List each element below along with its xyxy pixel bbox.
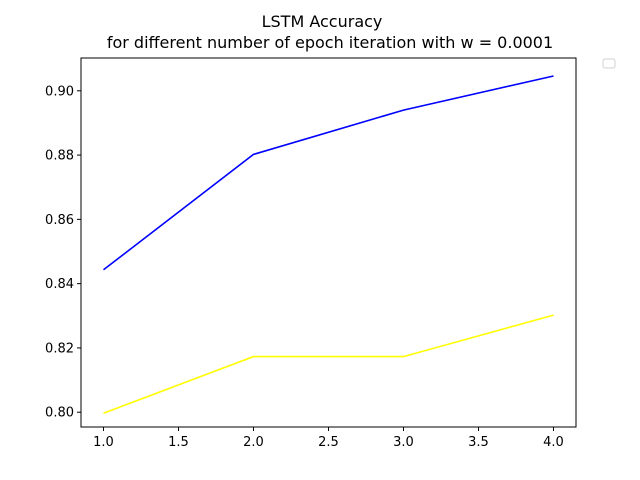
y-tick-label: 0.82 <box>45 341 74 356</box>
legend-box <box>602 58 616 69</box>
y-tick-label: 0.84 <box>45 277 74 292</box>
series-lines <box>103 75 554 414</box>
chart-title-line-1: LSTM Accuracy <box>262 12 383 31</box>
y-tick-label: 0.86 <box>45 213 74 228</box>
x-tick-label: 2.5 <box>318 435 339 450</box>
series-line-2 <box>103 314 554 414</box>
y-axis-ticks: 0.80 0.82 0.84 0.86 0.88 0.90 <box>45 84 81 421</box>
x-tick-label: 3.0 <box>393 435 414 450</box>
series-line-1 <box>103 75 554 271</box>
x-axis-ticks: 1.0 1.5 2.0 2.5 3.0 3.5 4.0 <box>93 427 564 450</box>
y-tick-label: 0.80 <box>45 406 74 421</box>
x-tick-label: 2.0 <box>243 435 264 450</box>
y-tick-label: 0.88 <box>45 149 74 164</box>
chart-title-line-2: for different number of epoch iteration … <box>107 33 553 52</box>
x-tick-label: 4.0 <box>543 435 564 450</box>
x-tick-label: 3.5 <box>468 435 489 450</box>
x-tick-label: 1.5 <box>168 435 189 450</box>
x-tick-label: 1.0 <box>93 435 114 450</box>
y-tick-label: 0.90 <box>45 84 74 99</box>
plot-frame <box>80 57 577 428</box>
